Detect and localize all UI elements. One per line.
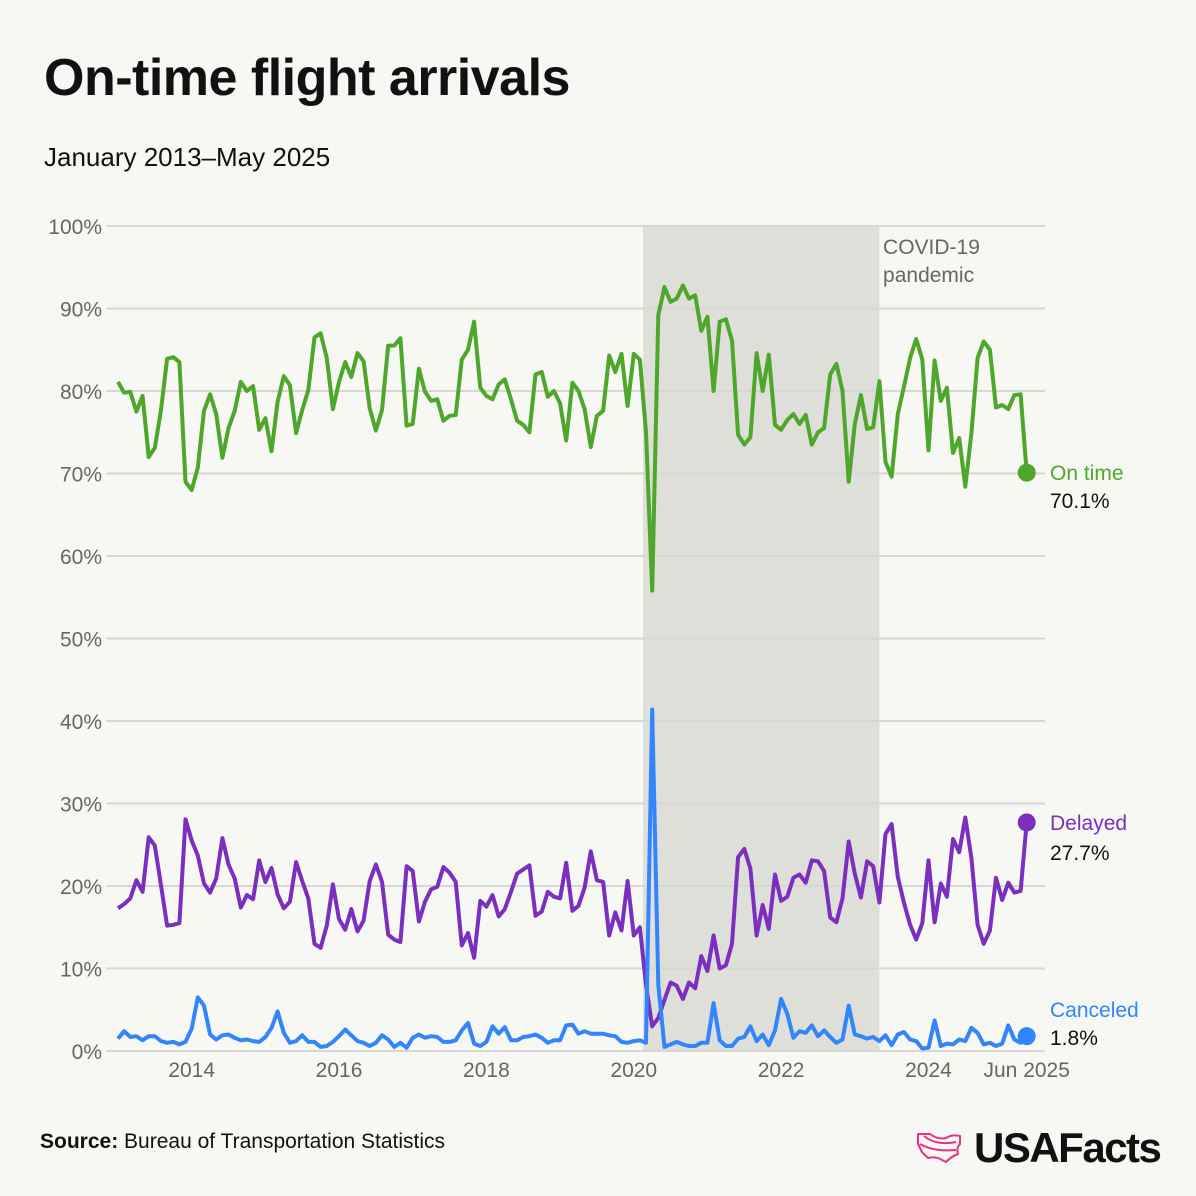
source-label: Source: [40, 1130, 119, 1153]
series-end-dot-delayed [1017, 813, 1036, 832]
usafacts-logo: USAFacts [916, 1124, 1162, 1172]
y-tick-label: 40% [60, 711, 102, 734]
x-tick-label: 2022 [758, 1059, 805, 1082]
y-tick-label: 50% [60, 629, 102, 652]
x-tick-label: 2016 [316, 1059, 363, 1082]
source-note: Source: Bureau of Transportation Statist… [40, 1130, 445, 1154]
legend-label: On time [1050, 462, 1124, 485]
y-tick-label: 30% [60, 794, 102, 817]
us-map-logo-icon [917, 1133, 961, 1163]
line-chart: COVID-19 pandemic 0% 10% 20% 30% 40% 50% 60% 70% 8… [48, 216, 1139, 1082]
x-tick-label: 2024 [905, 1059, 952, 1082]
series-line-canceled [116, 707, 1029, 1051]
y-tick-label: 60% [60, 546, 102, 569]
logo-wordmark: USAFacts [974, 1124, 1162, 1171]
y-tick-label: 100% [48, 216, 102, 239]
source-text: Bureau of Transportation Statistics [124, 1130, 446, 1153]
y-tick-label: 0% [72, 1041, 102, 1064]
end-value-label: 27.7% [1050, 842, 1110, 865]
covid-annotation-line2: pandemic [883, 264, 974, 287]
series-end-dot-on-time [1017, 463, 1036, 482]
y-tick-label: 90% [60, 299, 102, 322]
covid-annotation-line1: COVID-19 [883, 236, 980, 259]
chart-title: On-time flight arrivals [44, 49, 570, 107]
y-tick-label: 10% [60, 959, 102, 982]
legend-label: Canceled [1050, 999, 1139, 1022]
chart-subtitle: January 2013–May 2025 [44, 142, 331, 172]
y-tick-label: 80% [60, 381, 102, 404]
y-tick-label: 20% [60, 876, 102, 899]
y-tick-label: 70% [60, 464, 102, 487]
end-value-label: 70.1% [1050, 490, 1110, 513]
x-tick-label: 2014 [168, 1059, 215, 1082]
legend-label: Delayed [1050, 812, 1127, 835]
series-line-delayed [116, 815, 1029, 1029]
x-tick-label: 2020 [610, 1059, 657, 1082]
end-value-label: 1.8% [1050, 1027, 1098, 1050]
series-line-on-time [116, 283, 1029, 593]
x-tick-label: Jun 2025 [984, 1059, 1070, 1082]
series-end-dot-canceled [1017, 1027, 1036, 1046]
x-tick-label: 2018 [463, 1059, 510, 1082]
